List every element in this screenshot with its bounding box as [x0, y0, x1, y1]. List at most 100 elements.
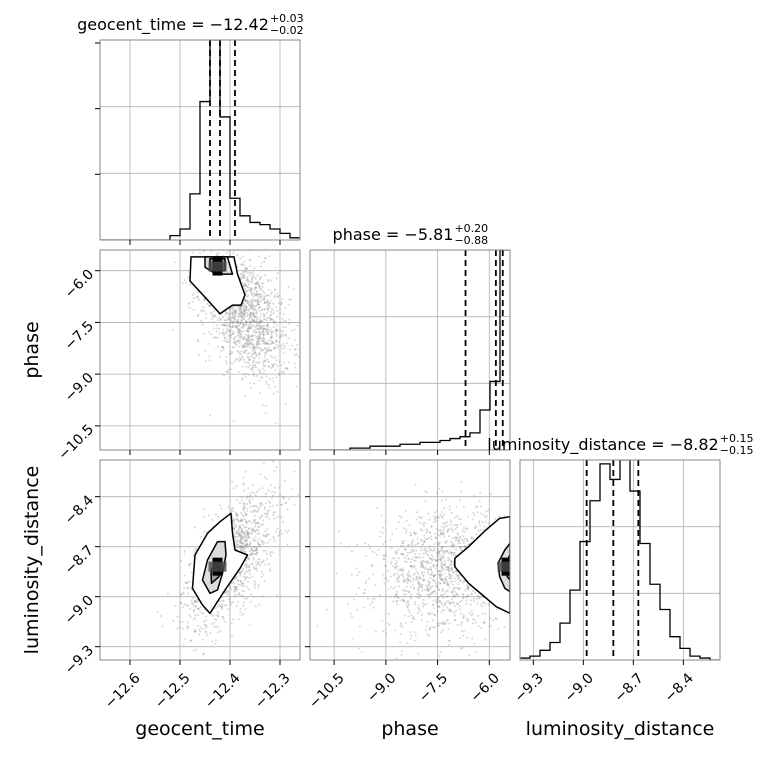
- scatter-point: [272, 514, 275, 517]
- scatter-point: [415, 532, 418, 535]
- scatter-point: [282, 496, 285, 499]
- scatter-point: [260, 319, 263, 322]
- scatter-point: [239, 541, 242, 544]
- scatter-point: [267, 326, 270, 329]
- density-peak-halo: [208, 261, 227, 272]
- scatter-point: [461, 647, 464, 650]
- scatter-point: [239, 572, 242, 575]
- scatter-point: [263, 260, 266, 263]
- scatter-point: [245, 520, 248, 523]
- scatter-point: [274, 266, 277, 269]
- title-plus-error: +0.20: [454, 222, 488, 235]
- scatter-point: [420, 529, 423, 532]
- scatter-point: [409, 534, 412, 537]
- scatter-point: [404, 531, 407, 534]
- scatter-point: [444, 521, 447, 524]
- scatter-point: [425, 625, 428, 628]
- scatter-point: [272, 494, 275, 497]
- scatter-point: [438, 574, 441, 577]
- scatter-point: [356, 609, 359, 612]
- scatter-point: [261, 330, 264, 333]
- scatter-point: [415, 518, 418, 521]
- scatter-point: [427, 562, 430, 565]
- scatter-point: [484, 638, 487, 641]
- scatter-point: [447, 534, 450, 537]
- scatter-point: [202, 620, 205, 623]
- scatter-point: [268, 255, 271, 258]
- scatter-point: [409, 560, 412, 563]
- scatter-point: [284, 334, 287, 337]
- scatter-point: [245, 539, 248, 542]
- scatter-point: [460, 490, 463, 493]
- scatter-point: [244, 530, 247, 533]
- scatter-point: [238, 534, 241, 537]
- scatter-point: [459, 498, 462, 501]
- scatter-point: [492, 618, 495, 621]
- scatter-point: [421, 583, 424, 586]
- scatter-point: [244, 284, 247, 287]
- scatter-point: [395, 562, 398, 565]
- scatter-point: [236, 327, 239, 330]
- scatter-point: [221, 316, 224, 319]
- scatter-point: [427, 593, 430, 596]
- scatter-point: [240, 595, 243, 598]
- scatter-point: [253, 545, 256, 548]
- scatter-point: [233, 321, 236, 324]
- scatter-point: [449, 559, 452, 562]
- scatter-point: [430, 525, 433, 528]
- scatter-point: [229, 587, 232, 590]
- scatter-point: [237, 530, 240, 533]
- scatter-point: [230, 321, 233, 324]
- scatter-point: [231, 317, 234, 320]
- scatter-point: [242, 515, 245, 518]
- scatter-point: [417, 556, 420, 559]
- scatter-point: [257, 303, 260, 306]
- scatter-point: [197, 235, 199, 237]
- scatter-point: [182, 643, 185, 646]
- scatter-point: [452, 601, 455, 604]
- scatter-point: [405, 621, 408, 624]
- scatter-point: [410, 614, 413, 617]
- scatter-point: [226, 324, 229, 327]
- scatter-point: [470, 593, 473, 596]
- scatter-point: [447, 528, 450, 531]
- scatter-point: [267, 518, 270, 521]
- scatter-point: [263, 327, 266, 330]
- scatter-point: [434, 519, 437, 522]
- scatter-point: [456, 515, 459, 518]
- scatter-point: [258, 507, 261, 510]
- scatter-point: [270, 308, 273, 311]
- scatter-point: [413, 587, 416, 590]
- title-plus-error: +0.03: [270, 12, 304, 25]
- scatter-point: [234, 590, 237, 593]
- scatter-point: [247, 318, 250, 321]
- scatter-point: [176, 627, 179, 630]
- scatter-point: [466, 526, 469, 529]
- scatter-point: [250, 286, 253, 289]
- scatter-point: [264, 495, 267, 498]
- scatter-point: [246, 301, 249, 304]
- scatter-point: [253, 328, 256, 331]
- scatter-point: [253, 567, 256, 570]
- scatter-point: [249, 325, 252, 328]
- scatter-point: [240, 542, 243, 545]
- scatter-point: [262, 336, 265, 339]
- scatter-point: [456, 524, 459, 527]
- scatter-point: [243, 518, 246, 521]
- scatter-point: [250, 368, 253, 371]
- scatter-point: [208, 359, 211, 362]
- scatter-point: [244, 540, 247, 543]
- scatter-point: [196, 297, 199, 300]
- scatter-point: [407, 578, 410, 581]
- scatter-point: [401, 573, 404, 576]
- scatter-point: [287, 337, 290, 340]
- scatter-point: [425, 528, 428, 531]
- scatter-point: [243, 313, 246, 316]
- scatter-point: [258, 324, 261, 327]
- scatter-point: [362, 606, 365, 609]
- scatter-point: [244, 545, 247, 548]
- scatter-point: [234, 588, 237, 591]
- scatter-point: [258, 337, 261, 340]
- scatter-point: [255, 548, 258, 551]
- scatter-point: [435, 586, 438, 589]
